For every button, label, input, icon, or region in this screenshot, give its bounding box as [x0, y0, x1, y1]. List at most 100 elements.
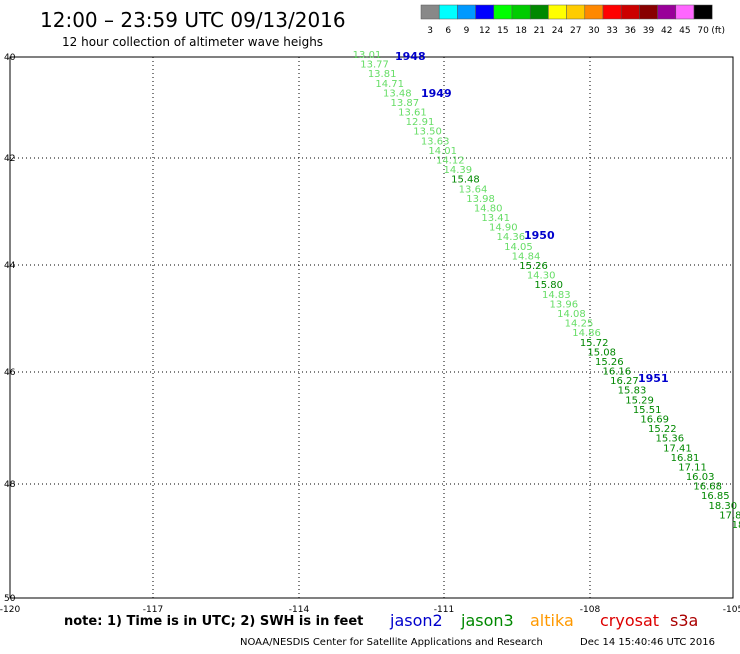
- legend-label-15: 15: [497, 26, 508, 36]
- swh-value: 16.03: [686, 472, 715, 483]
- legend-label-30: 30: [588, 26, 600, 36]
- lon-label: -111: [434, 605, 454, 615]
- swh-value: 13.48: [383, 88, 412, 99]
- swh-value: 16.85: [701, 491, 730, 502]
- swh-value: 16.16: [603, 367, 632, 378]
- swh-value: 13.64: [459, 184, 488, 195]
- swh-value: 17.11: [678, 462, 707, 473]
- satellite-cryosat: cryosat: [600, 611, 659, 630]
- swh-value: 17.8: [719, 510, 740, 521]
- swh-value: 14.12: [436, 156, 465, 167]
- legend-swatch-30: [584, 4, 604, 20]
- legend-label-36: 36: [625, 26, 637, 36]
- lat-label: 44: [4, 261, 16, 271]
- legend-label-45: 45: [679, 26, 690, 36]
- legend-swatch-18: [511, 4, 531, 20]
- wave-height-legend: 3 6 9 12 15 18 21 24 27 30 33 36 39 42 45 70 (ft): [420, 4, 725, 36]
- swh-value: 14.36: [497, 232, 526, 243]
- legend-label-21: 21: [534, 26, 545, 36]
- legend-swatch-24: [548, 4, 567, 20]
- lon-label: -117: [143, 605, 163, 615]
- swh-value: 15.36: [656, 434, 685, 445]
- swh-value: 14.71: [375, 79, 404, 90]
- legend-swatch-33: [602, 4, 622, 20]
- swh-value: 15.26: [519, 261, 548, 272]
- lon-label: -120: [0, 605, 20, 615]
- swh-value: 15.48: [451, 175, 480, 186]
- satellite-altika: altika: [530, 611, 574, 630]
- map-axis-labels: 50 48 46 44 42 40 -120 -117 -114 -111 -108 -105: [0, 53, 740, 615]
- satellite-jason2: jason2: [389, 611, 443, 630]
- swh-value: 18.30: [709, 501, 738, 512]
- legend-swatch-70: [693, 4, 713, 20]
- legend-swatch-15: [493, 4, 513, 20]
- swh-value: 14.86: [572, 328, 601, 339]
- swh-value: 14.84: [512, 251, 541, 262]
- lon-label: -108: [580, 605, 601, 615]
- swh-value: 13.96: [550, 299, 579, 310]
- swh-value: 14.90: [489, 223, 518, 234]
- swh-value: 18: [732, 520, 740, 531]
- legend-label-12: 12: [479, 26, 490, 36]
- satellite-jason3: jason3: [460, 611, 514, 630]
- swh-value: 14.01: [428, 146, 457, 157]
- footer-credit: NOAA/NESDIS Center for Satellite Applica…: [240, 637, 543, 648]
- legend-label-6: 6: [445, 26, 451, 36]
- swh-value: 13.50: [413, 127, 442, 138]
- legend-label-39: 39: [643, 26, 655, 36]
- legend-swatch-3: [420, 4, 440, 20]
- swh-value: 13.87: [391, 98, 420, 109]
- legend-label-70: 70: [697, 26, 709, 36]
- lat-label: 42: [4, 154, 15, 164]
- legend-label-3: 3: [427, 26, 433, 36]
- swh-value: 12.91: [406, 117, 435, 128]
- swh-value: 15.80: [534, 280, 563, 291]
- time-marker: 1951: [638, 372, 669, 385]
- swh-value: 15.26: [595, 357, 624, 368]
- legend-swatch-12: [475, 4, 495, 20]
- swh-value: 14.39: [444, 165, 473, 176]
- lat-label: 46: [4, 368, 16, 378]
- lat-label: 48: [4, 480, 16, 490]
- swh-value: 15.29: [625, 395, 654, 406]
- time-markers: 1948 1949 1950 1951: [395, 50, 669, 385]
- footer-note: note: 1) Time is in UTC; 2) SWH is in fe…: [64, 614, 363, 629]
- figure-subtitle: 12 hour collection of altimeter wave hei…: [62, 35, 323, 49]
- lat-label: 50: [4, 594, 16, 604]
- legend-swatch-27: [566, 4, 586, 20]
- swh-value: 15.51: [633, 405, 662, 416]
- swh-value: 16.27: [610, 376, 639, 387]
- swh-value: 15.08: [587, 347, 616, 358]
- legend-swatch-45: [675, 4, 695, 20]
- legend-swatch-36: [620, 4, 640, 20]
- swh-value: 13.81: [368, 69, 397, 80]
- legend-swatch-39: [639, 4, 658, 20]
- legend-swatch-6: [438, 4, 458, 20]
- swh-value: 15.72: [580, 338, 609, 349]
- time-marker: 1948: [395, 50, 426, 63]
- legend-label-27: 27: [570, 26, 581, 36]
- lon-label: -114: [289, 605, 310, 615]
- swh-value: 13.41: [481, 213, 510, 224]
- legend-swatch-21: [529, 4, 549, 20]
- time-marker: 1950: [524, 229, 555, 242]
- swh-value: 14.80: [474, 203, 503, 214]
- swh-value: 13.61: [398, 108, 427, 119]
- lat-label: 40: [4, 53, 16, 63]
- swh-value: 14.83: [542, 290, 571, 301]
- swh-value: 13.63: [421, 136, 450, 147]
- satellite-s3a: s3a: [670, 611, 698, 630]
- legend-label-18: 18: [515, 26, 527, 36]
- swh-value: 15.22: [648, 424, 677, 435]
- swh-value: 13.01: [353, 50, 382, 61]
- map-frame: [9, 56, 734, 599]
- swh-value: 16.81: [671, 453, 700, 464]
- swh-value: 14.08: [557, 309, 586, 320]
- legend-label-9: 9: [464, 26, 470, 36]
- figure-title: 12:00 – 23:59 UTC 09/13/2016: [40, 8, 346, 32]
- legend-label-42: 42: [661, 26, 672, 36]
- swh-value: 17.41: [663, 443, 692, 454]
- legend-swatch-42: [657, 4, 677, 20]
